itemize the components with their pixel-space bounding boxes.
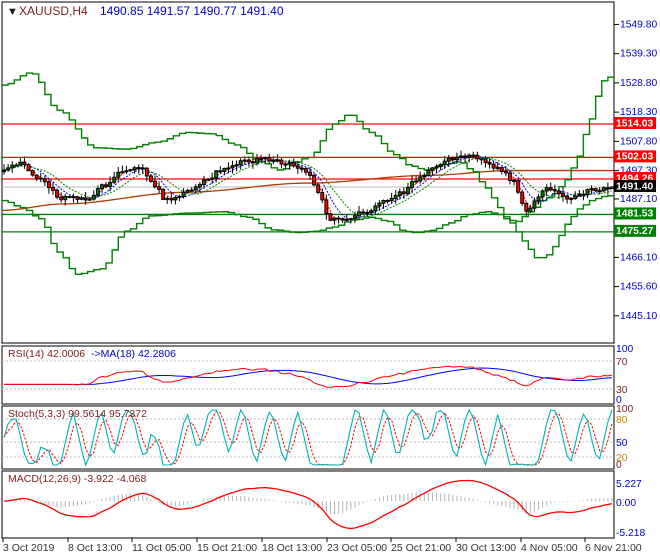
svg-text:8 Oct 13:00: 8 Oct 13:00 xyxy=(68,542,122,554)
svg-text:23 Oct 05:00: 23 Oct 05:00 xyxy=(327,542,387,554)
svg-text:▼: ▼ xyxy=(7,6,18,18)
svg-text:0: 0 xyxy=(616,460,622,471)
svg-text:1487.10: 1487.10 xyxy=(620,194,657,205)
svg-text:6 Nov 21:00: 6 Nov 21:00 xyxy=(585,542,642,554)
svg-text:1491.40: 1491.40 xyxy=(616,181,653,192)
svg-text:5.227: 5.227 xyxy=(616,479,642,490)
svg-text:1502.03: 1502.03 xyxy=(616,152,653,163)
svg-text:1455.60: 1455.60 xyxy=(620,282,657,293)
svg-text:1518.30: 1518.30 xyxy=(620,107,657,118)
svg-text:Stoch(5,3,3) 99.5614 95.7372: Stoch(5,3,3) 99.5614 95.7372 xyxy=(8,408,147,420)
svg-text:0.00: 0.00 xyxy=(616,498,636,509)
svg-text:3 Oct 2019: 3 Oct 2019 xyxy=(3,542,55,554)
svg-text:100: 100 xyxy=(616,344,633,355)
svg-text:MACD(12,26,9) -3.922 -4.068: MACD(12,26,9) -3.922 -4.068 xyxy=(8,473,146,485)
svg-text:1445.10: 1445.10 xyxy=(620,311,657,322)
svg-text:80: 80 xyxy=(616,415,628,426)
svg-text:1514.03: 1514.03 xyxy=(616,118,653,129)
svg-text:70: 70 xyxy=(616,357,628,368)
svg-text:18 Oct 13:00: 18 Oct 13:00 xyxy=(262,542,322,554)
svg-text:1490.85 1491.57 1490.77 1491.4: 1490.85 1491.57 1490.77 1491.40 xyxy=(100,4,284,18)
svg-text:11 Oct 05:00: 11 Oct 05:00 xyxy=(132,542,192,554)
svg-text:4 Nov 05:00: 4 Nov 05:00 xyxy=(521,542,578,554)
svg-text:25 Oct 21:00: 25 Oct 21:00 xyxy=(391,542,451,554)
svg-text:50: 50 xyxy=(616,438,628,449)
svg-text:->MA(18) 42.2806: ->MA(18) 42.2806 xyxy=(91,348,176,360)
svg-text:-5.218: -5.218 xyxy=(616,528,645,539)
svg-text:XAUUSD,H4: XAUUSD,H4 xyxy=(19,4,88,18)
svg-text:15 Oct 21:00: 15 Oct 21:00 xyxy=(197,542,257,554)
svg-text:1549.80: 1549.80 xyxy=(620,19,657,30)
svg-text:1475.27: 1475.27 xyxy=(616,226,653,237)
svg-text:1528.80: 1528.80 xyxy=(620,78,657,89)
svg-text:RSI(14) 42.0006: RSI(14) 42.0006 xyxy=(8,348,85,360)
svg-text:30 Oct 13:00: 30 Oct 13:00 xyxy=(456,542,516,554)
svg-text:1507.80: 1507.80 xyxy=(620,136,657,147)
svg-text:100: 100 xyxy=(616,404,633,415)
svg-text:1481.53: 1481.53 xyxy=(616,209,653,220)
svg-text:1466.10: 1466.10 xyxy=(620,252,657,263)
svg-text:1539.30: 1539.30 xyxy=(620,49,657,60)
